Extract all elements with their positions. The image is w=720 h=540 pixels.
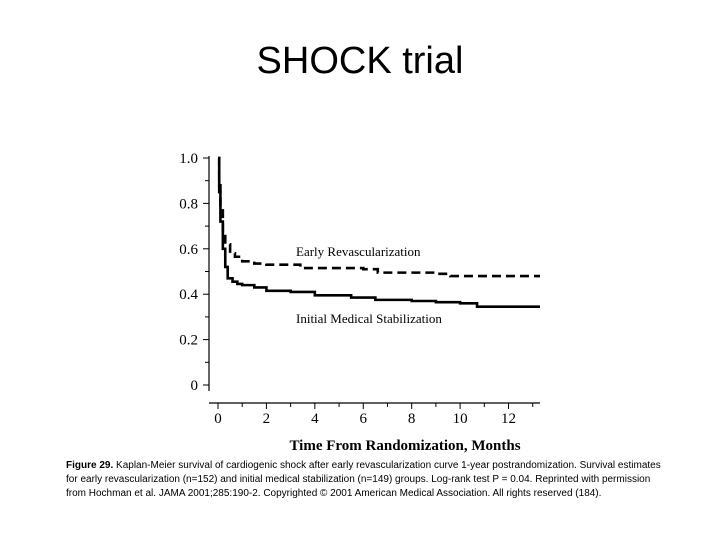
slide-title: SHOCK trial — [256, 40, 464, 82]
y-tick-label: 0.2 — [179, 333, 198, 349]
figure-caption: Figure 29. Kaplan-Meier survival of card… — [66, 459, 666, 501]
x-tick-label: 6 — [360, 411, 368, 427]
series-lines — [217, 156, 540, 308]
caption-label: Figure 29. — [66, 460, 114, 471]
chart-axes — [208, 156, 540, 404]
y-tick-label: 1.0 — [179, 151, 198, 167]
x-tick-label: 2 — [263, 411, 271, 427]
y-tick-label: 0.6 — [179, 242, 198, 258]
caption-text: Kaplan-Meier survival of cardiogenic sho… — [66, 460, 661, 499]
tick-marks: 1.0 0.8 0.6 0.4 0.2 0 0 2 4 6 8 10 12 — [179, 151, 534, 427]
x-tick-label: 12 — [501, 411, 516, 427]
y-tick-label: 0.4 — [179, 287, 198, 303]
y-tick-label: 0.8 — [179, 196, 198, 212]
x-axis-label: Time From Randomization, Months — [289, 438, 520, 454]
x-tick-label: 8 — [408, 411, 416, 427]
medical-stabilization-line — [217, 156, 540, 308]
x-tick-label: 10 — [453, 411, 468, 427]
series-label-early-revascularization: Early Revascularization — [296, 244, 421, 259]
series-label-initial-medical-stabilization: Initial Medical Stabilization — [296, 311, 442, 326]
y-tick-label: 0 — [191, 378, 199, 394]
series-labels: Early Revascularization Initial Medical S… — [296, 244, 442, 326]
x-tick-label: 0 — [214, 411, 222, 427]
x-tick-label: 4 — [311, 411, 319, 427]
